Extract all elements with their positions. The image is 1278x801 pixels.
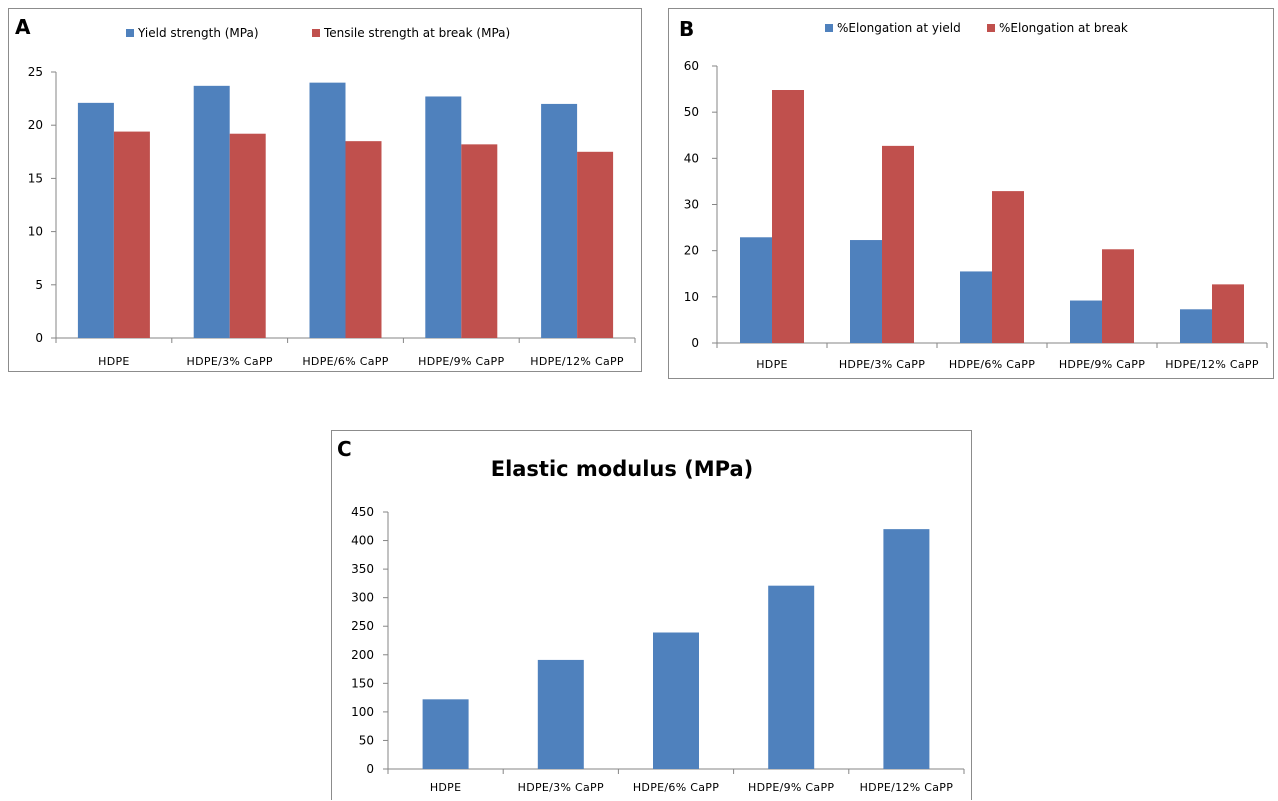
chart-a-x-category-label: HDPE	[98, 355, 130, 368]
chart-a-bar-series1	[425, 96, 462, 338]
chart-c-x-category-label: HDPE/12% CaPP	[860, 781, 954, 794]
chart-b-y-tick-label: 0	[691, 336, 699, 350]
chart-b-x-category-label: HDPE/3% CaPP	[839, 358, 925, 371]
chart-b-y-tick-label: 60	[684, 59, 699, 73]
chart-c-y-tick-label: 450	[351, 505, 374, 519]
chart-b-bar-series1	[960, 271, 992, 343]
chart-a-y-tick-label: 15	[28, 171, 43, 185]
chart-panel-a: A 0 5 10 15 20 25 HDPE HDPE/3% CaPP HDPE/6% CaPP…	[8, 8, 642, 372]
chart-c-x-category-label: HDPE	[430, 781, 462, 794]
chart-a-bar-series1	[193, 85, 230, 338]
chart-b-y-tick-label: 40	[684, 151, 699, 165]
chart-b-x-category-label: HDPE	[756, 358, 788, 371]
chart-a-legend-label: Tensile strength at break (MPa)	[323, 26, 510, 40]
chart-a-y-tick-label: 10	[28, 225, 43, 239]
chart-a-bar-series2	[577, 151, 614, 338]
chart-b-bar-series2	[1212, 284, 1244, 343]
chart-b-bar-series1	[1180, 309, 1212, 343]
chart-a-bar-series2	[461, 144, 498, 338]
chart-b-x-category-label: HDPE/12% CaPP	[1165, 358, 1259, 371]
chart-c-y-tick-label: 150	[351, 676, 374, 690]
chart-b-bar-series2	[772, 90, 804, 343]
chart-b-bar-series2	[882, 145, 914, 343]
chart-a-y-tick-label: 20	[28, 118, 43, 132]
chart-b-bar-series2	[1102, 249, 1134, 343]
chart-c-bar-series1	[883, 529, 930, 769]
chart-a-bar-series1	[309, 82, 346, 338]
chart-b-legend-label: %Elongation at break	[999, 21, 1128, 35]
chart-c-title: Elastic modulus (MPa)	[491, 457, 754, 481]
chart-c-y-tick-label: 200	[351, 648, 374, 662]
chart-b-legend-swatch	[825, 24, 833, 32]
chart-a-x-category-label: HDPE/12% CaPP	[530, 355, 624, 368]
chart-a-x-category-label: HDPE/6% CaPP	[302, 355, 388, 368]
chart-c-bar-series1	[537, 659, 584, 769]
chart-c-y-tick-label: 400	[351, 534, 374, 548]
panel-label-a: A	[15, 15, 31, 39]
chart-a-bar-series2	[345, 141, 382, 338]
chart-b-svg: 0 10 20 30 40 50 60 HDPE HDPE/3% CaPP HDPE/6% CaP…	[684, 21, 1268, 371]
chart-a-x-category-label: HDPE/9% CaPP	[418, 355, 504, 368]
chart-c-y-tick-label: 50	[359, 733, 374, 747]
chart-c-bar-series1	[768, 585, 815, 769]
chart-panel-c: C 0 50 100 150 200 250 300 350 400 450 HDPE HDPE/3%…	[331, 430, 972, 800]
chart-b-legend-swatch	[987, 24, 995, 32]
chart-b-y-tick-label: 30	[684, 198, 699, 212]
chart-c-y-tick-label: 100	[351, 705, 374, 719]
chart-b-legend-label: %Elongation at yield	[837, 21, 961, 35]
chart-b-x-category-label: HDPE/9% CaPP	[1059, 358, 1145, 371]
chart-b-x-category-label: HDPE/6% CaPP	[949, 358, 1035, 371]
chart-a-bar-series1	[541, 103, 578, 338]
panel-label-c: C	[337, 437, 352, 461]
chart-a-bar-series1	[77, 102, 114, 338]
chart-b-bar-series1	[850, 240, 882, 343]
chart-c-y-tick-label: 0	[366, 762, 374, 776]
chart-b-bar-series2	[992, 191, 1024, 343]
chart-c-y-tick-label: 300	[351, 591, 374, 605]
chart-a-y-tick-label: 5	[35, 278, 43, 292]
chart-c-bar-series1	[422, 699, 469, 769]
chart-c-bar-series1	[653, 632, 699, 769]
chart-c-y-tick-label: 250	[351, 619, 374, 633]
chart-a-legend-swatch	[312, 29, 320, 37]
chart-a-bar-series2	[229, 133, 266, 338]
chart-a-y-tick-label: 0	[35, 331, 43, 345]
chart-b-y-tick-label: 50	[684, 105, 699, 119]
chart-a-x-category-label: HDPE/3% CaPP	[187, 355, 273, 368]
chart-b-y-tick-label: 20	[684, 244, 699, 258]
chart-c-x-category-label: HDPE/3% CaPP	[518, 781, 604, 794]
chart-a-svg: 0 5 10 15 20 25 HDPE HDPE/3% CaPP HDPE/6% CaPP HD…	[28, 26, 636, 368]
chart-a-legend-swatch	[126, 29, 134, 37]
chart-b-y-tick-label: 10	[684, 290, 699, 304]
chart-b-bar-series1	[1070, 300, 1102, 343]
chart-a-legend-label: Yield strength (MPa)	[137, 26, 259, 40]
chart-b-bar-series1	[740, 237, 772, 343]
panel-label-b: B	[679, 17, 695, 41]
chart-c-y-tick-label: 350	[351, 562, 374, 576]
chart-a-bar-series2	[113, 131, 150, 338]
chart-panel-b: B 0 10 20 30 40 50 60 HDPE HDPE/3% CaPP HDPE/6% C…	[668, 8, 1274, 379]
chart-a-y-tick-label: 25	[28, 65, 43, 79]
chart-c-x-category-label: HDPE/9% CaPP	[748, 781, 834, 794]
chart-c-x-category-label: HDPE/6% CaPP	[633, 781, 719, 794]
chart-c-svg: 0 50 100 150 200 250 300 350 400 450 HDPE HDPE/3% C…	[351, 457, 965, 794]
